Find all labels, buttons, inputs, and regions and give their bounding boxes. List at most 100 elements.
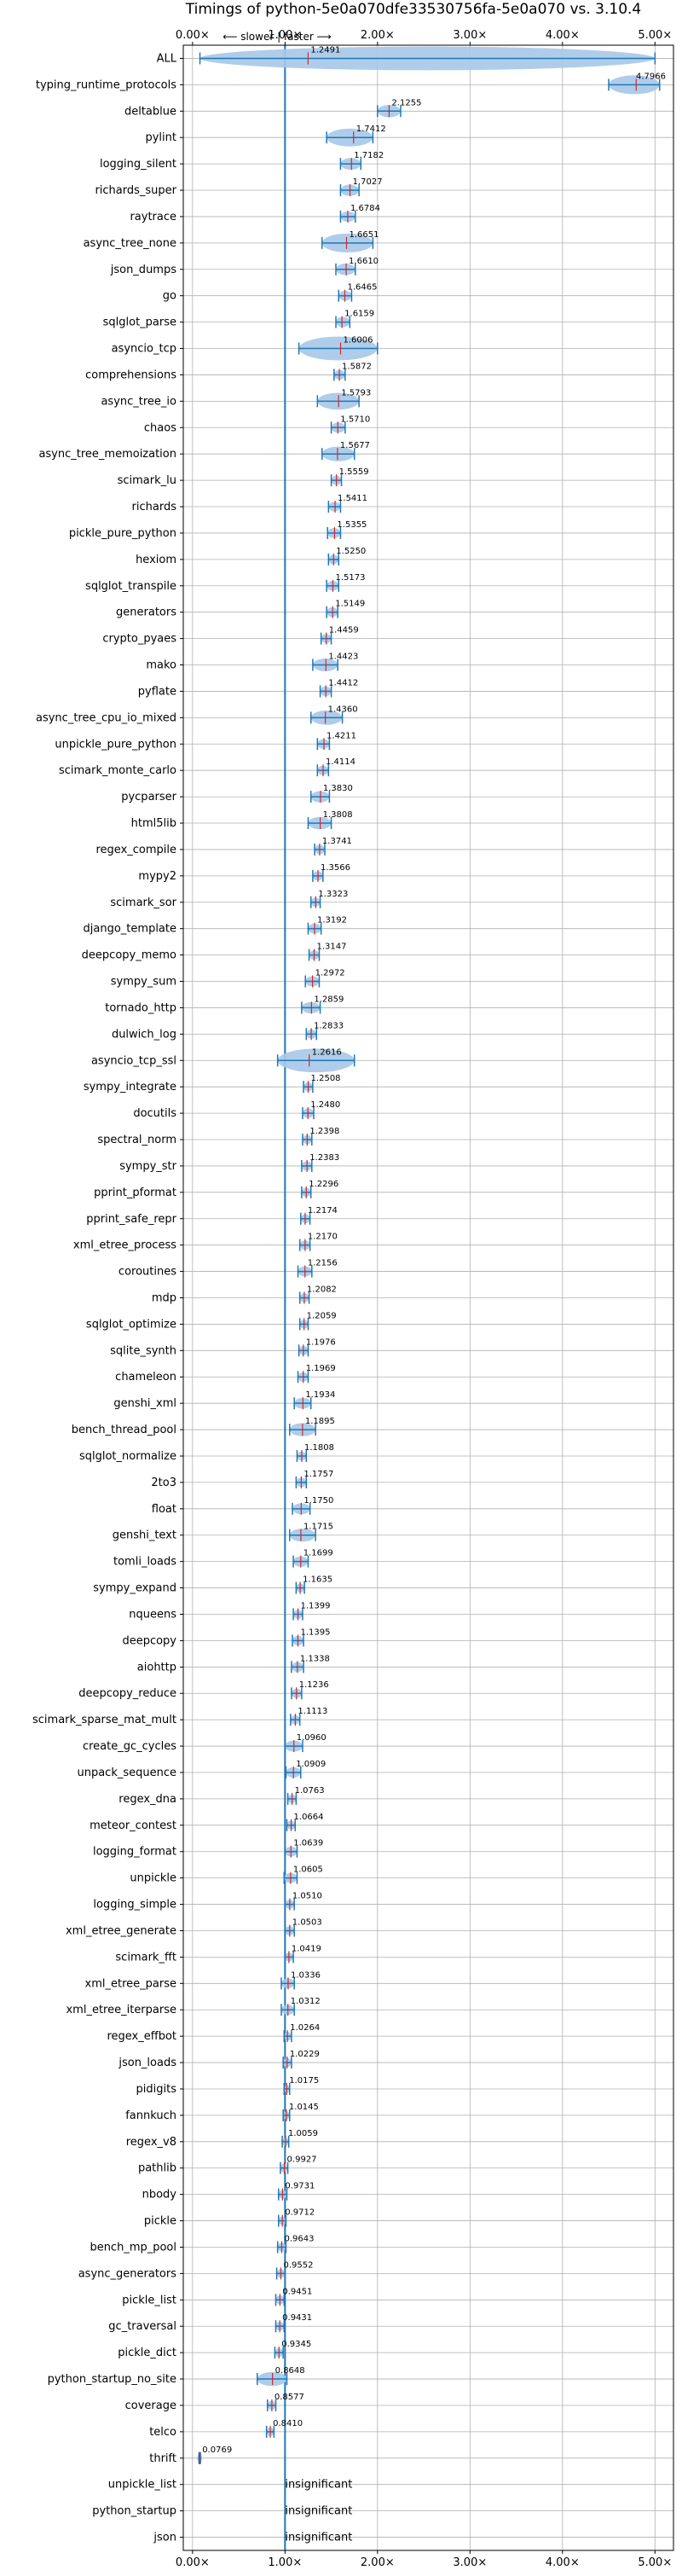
value-label: 1.1757 [303, 1470, 333, 1479]
benchmark-label: nbody [142, 2189, 177, 2202]
value-label: 1.5250 [336, 547, 366, 556]
benchmark-label: coroutines [118, 1266, 176, 1279]
value-label: 1.0229 [290, 2050, 320, 2059]
benchmark-label: pycparser [121, 791, 176, 804]
value-label: 1.1715 [303, 1523, 333, 1532]
value-label: 1.0605 [293, 1865, 323, 1875]
value-label: 1.3566 [321, 863, 350, 873]
benchmark-label: json [153, 2532, 176, 2544]
benchmark-label: meteor_contest [90, 1819, 176, 1832]
value-label: 1.2491 [310, 45, 340, 55]
value-label: 1.7412 [356, 125, 386, 134]
value-label: 1.1395 [300, 1627, 330, 1637]
value-label: 1.3192 [317, 916, 347, 925]
benchmark-label: mdp [152, 1292, 176, 1305]
benchmark-label: sympy_sum [111, 976, 176, 989]
benchmark-label: scimark_fft [115, 1951, 176, 1964]
benchmark-label: nqueens [129, 1608, 176, 1621]
x-tick-label-top: 4.00× [546, 29, 580, 42]
value-label: 1.0664 [294, 1813, 324, 1822]
benchmark-label: aiohttp [137, 1661, 176, 1674]
value-label: 1.2174 [308, 1206, 338, 1215]
x-tick-label-bottom: 1.00× [268, 2556, 302, 2569]
value-label: 1.0909 [296, 1760, 326, 1769]
value-label: 1.0264 [290, 2023, 320, 2033]
value-label: 1.7182 [354, 151, 384, 160]
benchmark-label: async_generators [78, 2267, 177, 2280]
value-label: 1.2398 [309, 1127, 339, 1136]
value-label: 4.7966 [636, 72, 666, 81]
marks: 1.2491 4.7966 2.1255 1.7412 1.7182 1.7027 1.67… [197, 45, 666, 2544]
benchmark-label: comprehensions [85, 368, 176, 381]
benchmark-label: bench_thread_pool [72, 1424, 176, 1436]
value-label: 1.1750 [303, 1496, 333, 1506]
value-label: 1.2082 [307, 1285, 337, 1295]
value-label: 1.1976 [306, 1337, 336, 1347]
value-label: 1.6159 [344, 310, 374, 319]
value-label: 1.1338 [300, 1654, 330, 1663]
benchmark-label: thrift [149, 2452, 176, 2465]
insignificant-label: insignificant [285, 2532, 352, 2544]
value-label: 1.1236 [299, 1680, 329, 1690]
value-label: 1.6651 [349, 230, 379, 240]
value-label: 1.1934 [305, 1390, 335, 1400]
benchmark-label: unpickle_pure_python [55, 738, 176, 751]
benchmark-label: sympy_expand [93, 1582, 176, 1595]
benchmark-label: unpack_sequence [77, 1767, 176, 1779]
value-label: 1.5793 [341, 388, 371, 397]
benchmark-label: dulwich_log [112, 1028, 176, 1041]
value-label: 1.3741 [322, 837, 352, 846]
benchmark-label: async_tree_io [101, 395, 176, 408]
benchmark-label: mypy2 [138, 870, 176, 883]
value-label: 0.9643 [284, 2234, 314, 2243]
value-label: 1.0503 [292, 1917, 322, 1927]
benchmark-label: hexiom [136, 554, 176, 566]
benchmark-label: xml_etree_iterparse [66, 2004, 176, 2016]
value-label: 1.6784 [350, 204, 380, 213]
benchmark-label: chameleon [115, 1371, 176, 1384]
value-label: 1.5149 [335, 600, 365, 609]
value-label: 1.6006 [343, 336, 373, 345]
x-tick-label-bottom: 5.00× [638, 2556, 672, 2569]
benchmark-label: raytrace [130, 211, 176, 223]
x-tick-label-bottom: 0.00× [176, 2556, 210, 2569]
benchmark-label: genshi_text [113, 1529, 176, 1542]
value-label: 0.9712 [285, 2208, 315, 2218]
benchmark-label: logging_format [93, 1846, 176, 1859]
benchmark-label: xml_etree_parse [85, 1977, 176, 1990]
benchmark-label: xml_etree_generate [66, 1924, 176, 1937]
x-tick-label-top: 3.00× [453, 29, 487, 42]
benchmark-label: sqlglot_optimize [86, 1318, 176, 1331]
x-tick-label-bottom: 4.00× [546, 2556, 580, 2569]
benchmark-label: telco [149, 2426, 176, 2439]
value-label: 1.0639 [293, 1839, 323, 1848]
benchmark-label: bench_mp_pool [90, 2241, 176, 2254]
benchmark-label: regex_compile [95, 844, 176, 856]
benchmark-label: scimark_sparse_mat_mult [32, 1714, 176, 1726]
benchmark-label: pickle_pure_python [69, 527, 176, 540]
value-label: 1.1399 [301, 1601, 331, 1610]
value-label: 0.8410 [273, 2419, 303, 2428]
value-label: 1.2170 [308, 1233, 338, 1242]
benchmark-label: spectral_norm [97, 1134, 176, 1146]
benchmark-label: deltablue [124, 105, 176, 118]
benchmark-label: regex_v8 [126, 2136, 176, 2149]
x-tick-label-top: 1.00× [268, 29, 302, 42]
value-label: 1.5559 [339, 467, 369, 477]
benchmark-label: regex_dna [118, 1793, 176, 1806]
value-label: 1.5173 [335, 573, 365, 583]
benchmark-label: logging_simple [93, 1899, 176, 1912]
benchmark-label: tornado_http [105, 1001, 176, 1014]
benchmark-label: deepcopy_reduce [78, 1687, 176, 1700]
benchmark-label: json_dumps [110, 264, 176, 276]
benchmark-label: mako [146, 659, 176, 672]
value-label: 1.1699 [303, 1549, 333, 1558]
benchmark-label: django_template [84, 923, 176, 936]
insignificant-label: insignificant [285, 2505, 352, 2518]
benchmark-label: pickle [144, 2215, 176, 2228]
x-tick-label-bottom: 3.00× [453, 2556, 487, 2569]
value-label: 1.2059 [307, 1311, 337, 1320]
value-label: 1.4211 [327, 731, 356, 740]
insignificant-label: insignificant [285, 2479, 352, 2492]
value-label: 1.1113 [298, 1707, 327, 1716]
